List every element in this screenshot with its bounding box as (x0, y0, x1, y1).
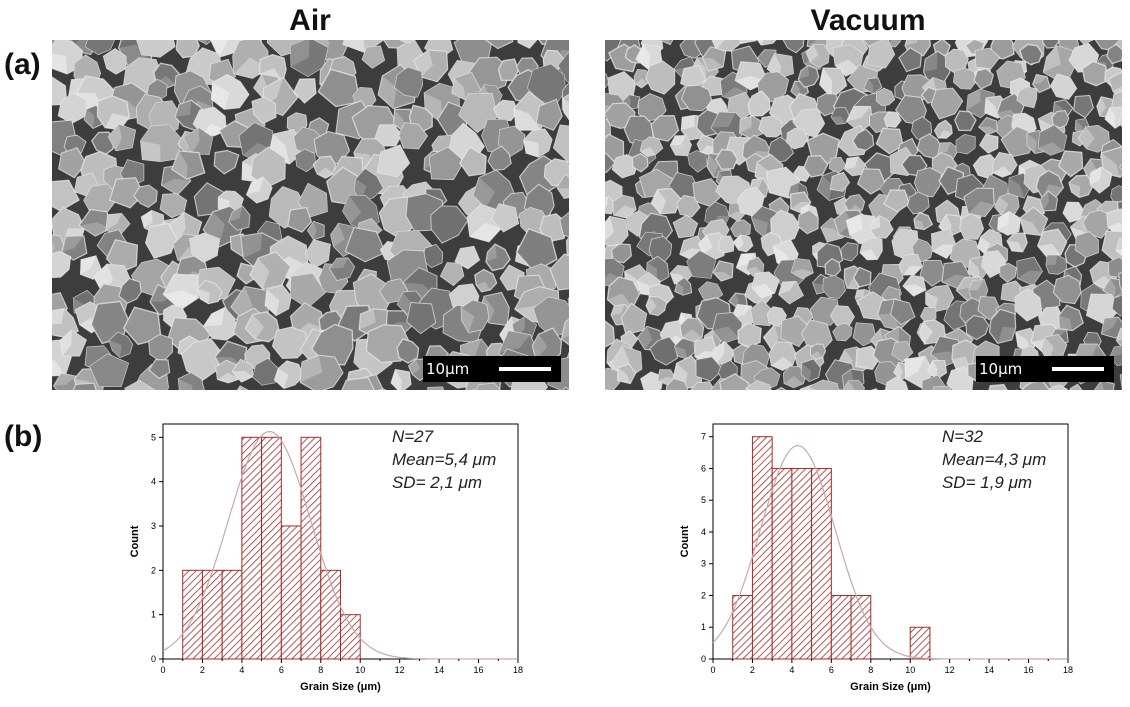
scale-bar-label: 10μm (979, 360, 1022, 378)
histogram-bar (202, 570, 222, 659)
title-vacuum: Vacuum (768, 4, 968, 38)
histogram-bar (262, 437, 282, 659)
x-tick-label: 16 (1024, 665, 1034, 675)
x-tick-label: 10 (355, 665, 365, 675)
histogram-bar (281, 526, 301, 659)
histogram-bar (851, 595, 871, 659)
x-tick-label: 14 (984, 665, 994, 675)
x-tick-label: 6 (829, 665, 834, 675)
y-tick-label: 3 (151, 521, 156, 531)
stats-line: Mean=4,3 μm (942, 450, 1046, 469)
x-tick-label: 0 (710, 665, 715, 675)
x-tick-label: 18 (513, 665, 523, 675)
stats-annotation: N=32 Mean=4,3 μm SD= 1,9 μm (942, 427, 1046, 492)
histogram-bar (812, 468, 832, 659)
y-tick-label: 7 (701, 432, 706, 442)
x-tick-label: 4 (789, 665, 794, 675)
x-tick-label: 16 (474, 665, 484, 675)
stats-annotation: N=27 Mean=5,4 μm SD= 2,1 μm (392, 427, 496, 492)
stats-line: SD= 2,1 μm (392, 473, 482, 492)
histogram-bar (183, 570, 203, 659)
y-tick-label: 0 (701, 654, 706, 664)
x-tick-label: 18 (1063, 665, 1073, 675)
stats-line: Mean=5,4 μm (392, 450, 496, 469)
y-tick-label: 0 (151, 654, 156, 664)
stats-line: N=27 (392, 427, 434, 446)
stats-line: SD= 1,9 μm (942, 473, 1032, 492)
sem-image-air: 10μm (52, 40, 569, 390)
histogram-bar (831, 595, 851, 659)
histogram-bar (301, 437, 321, 659)
x-tick-label: 10 (905, 665, 915, 675)
y-axis-label: Count (129, 525, 141, 557)
x-axis-label: Grain Size (μm) (300, 681, 381, 693)
stats-line: N=32 (942, 427, 984, 446)
x-tick-label: 6 (279, 665, 284, 675)
x-tick-label: 2 (750, 665, 755, 675)
x-tick-label: 2 (200, 665, 205, 675)
y-tick-label: 4 (701, 527, 706, 537)
scale-bar: 10μm (423, 356, 561, 382)
histogram-bar (910, 627, 930, 659)
x-tick-label: 14 (434, 665, 444, 675)
scale-bar-label: 10μm (426, 360, 469, 378)
histogram-bar (772, 468, 792, 659)
x-tick-label: 12 (945, 665, 955, 675)
y-tick-label: 6 (701, 463, 706, 473)
grain-texture (605, 40, 1122, 390)
y-tick-label: 1 (151, 610, 156, 620)
histogram-bar (341, 615, 361, 659)
scale-bar: 10μm (976, 356, 1114, 382)
x-tick-label: 0 (160, 665, 165, 675)
y-tick-label: 4 (151, 477, 156, 487)
y-tick-label: 2 (701, 590, 706, 600)
y-tick-label: 5 (701, 495, 706, 505)
y-tick-label: 2 (151, 565, 156, 575)
title-air: Air (210, 4, 410, 38)
y-tick-label: 3 (701, 559, 706, 569)
y-axis-label: Count (679, 525, 691, 557)
panel-label-a: (a) (4, 48, 41, 82)
histogram-bar (222, 570, 242, 659)
x-tick-label: 8 (868, 665, 873, 675)
histogram-bar (792, 468, 812, 659)
y-tick-label: 1 (701, 622, 706, 632)
scale-bar-line (499, 367, 551, 371)
x-axis-label: Grain Size (μm) (850, 681, 931, 693)
panel-label-b: (b) (4, 420, 42, 454)
x-tick-label: 4 (239, 665, 244, 675)
x-tick-label: 12 (395, 665, 405, 675)
sem-image-vacuum: 10μm (605, 40, 1122, 390)
grain-texture (52, 40, 569, 390)
histogram-bar (242, 437, 262, 659)
x-tick-label: 8 (318, 665, 323, 675)
y-tick-label: 5 (151, 432, 156, 442)
scale-bar-line (1052, 367, 1104, 371)
